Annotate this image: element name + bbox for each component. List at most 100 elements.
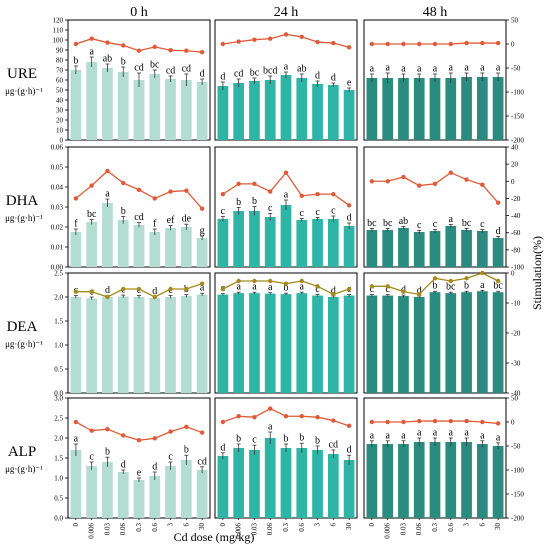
y2-tick-label: -20 — [511, 330, 521, 338]
stimulation-point — [89, 428, 94, 433]
y2-tick-label: -100 — [511, 467, 524, 475]
y-tick-label: 10 — [56, 127, 64, 135]
y-tick-label: 100 — [53, 37, 64, 45]
stimulation-point — [346, 423, 352, 429]
significance-letter: bc — [383, 218, 393, 229]
bar — [280, 448, 292, 518]
bar — [445, 226, 457, 267]
y2-tick-label: 0 — [511, 178, 515, 186]
panel: d cd bc bcd a abd d e — [214, 19, 358, 141]
stimulation-point — [121, 433, 126, 438]
significance-letter: b — [284, 283, 289, 294]
bar — [86, 62, 98, 140]
significance-letter: cd — [329, 440, 338, 451]
bar — [86, 298, 98, 393]
bar — [117, 220, 129, 267]
bar — [280, 205, 292, 267]
y-tick-label: 2.0 — [54, 435, 63, 443]
stimulation-point — [480, 419, 485, 425]
significance-letter: a — [433, 64, 438, 75]
significance-letter: ab — [297, 64, 306, 75]
y2-tick-label: -50 — [511, 443, 521, 451]
significance-letter: c — [252, 435, 257, 446]
stimulation-point — [369, 41, 375, 47]
significance-letter: c — [300, 208, 305, 219]
y2-tick-label: 50 — [511, 17, 519, 25]
y-tick-label: 70 — [56, 67, 64, 75]
x-tick-label: 0 — [368, 523, 376, 527]
stimulation-point — [432, 418, 438, 424]
stimulation-point — [331, 418, 336, 423]
significance-letter: f — [74, 219, 78, 230]
x-tick-label: 0.3 — [282, 523, 290, 532]
x-tick-label: 0.006 — [384, 523, 392, 539]
stimulation-point — [331, 40, 336, 46]
bar — [180, 296, 192, 393]
significance-letter: f — [153, 219, 157, 230]
y2-tick-label: 50 — [511, 395, 519, 403]
stimulation-point — [369, 284, 375, 289]
y2-tick-label: -30 — [511, 360, 521, 368]
bar — [461, 442, 472, 518]
bar — [296, 78, 308, 140]
bar — [196, 238, 208, 267]
stimulation-point — [252, 278, 257, 284]
significance-letter: a — [496, 63, 501, 74]
panel: db cab b b cd d0 0.006 0.03 0.06 0.3 0.6 3 6 30 — [214, 397, 358, 539]
stimulation-point — [315, 415, 320, 420]
stimulation-point — [480, 182, 485, 187]
significance-letter: cd — [134, 63, 143, 74]
y2-tick-label: -200 — [511, 137, 524, 145]
significance-letter: d — [105, 285, 110, 296]
significance-letter: bc — [462, 218, 472, 229]
significance-letter: b — [236, 197, 241, 208]
bar — [445, 78, 457, 140]
bar — [461, 77, 472, 140]
x-tick-label: 0.3 — [431, 523, 439, 532]
significance-letter: b — [73, 56, 78, 67]
x-tick-label: 3 — [167, 523, 175, 527]
stimulation-point — [136, 286, 142, 292]
stimulation-point — [168, 286, 173, 292]
bar — [296, 448, 308, 518]
bar — [398, 444, 409, 518]
y2-tick-label: -40 — [511, 212, 521, 220]
bar — [217, 456, 229, 518]
stimulation-point — [448, 170, 453, 175]
stimulation-point — [89, 36, 94, 41]
significance-letter: d — [347, 213, 352, 224]
stimulation-point — [464, 276, 469, 281]
significance-letter: cd — [134, 212, 143, 223]
bar — [382, 444, 394, 518]
bar — [445, 442, 457, 518]
stimulation-point — [105, 294, 110, 300]
significance-letter: c — [480, 219, 485, 230]
bar — [312, 450, 323, 518]
stimulation-point — [105, 168, 110, 174]
x-tick-label: 0 — [219, 523, 227, 527]
column-header: 0 h — [130, 5, 148, 20]
bar — [429, 78, 441, 140]
bar — [296, 220, 308, 267]
x-tick-label: 0.006 — [235, 523, 243, 539]
stimulation-point — [121, 180, 126, 186]
y-tick-label: 2.5 — [54, 415, 63, 423]
y2-tick-label: -60 — [511, 229, 521, 237]
stimulation-point — [417, 292, 422, 297]
significance-letter: a — [370, 64, 375, 75]
bar — [102, 203, 113, 267]
stimulation-point — [252, 181, 257, 187]
stimulation-point — [236, 414, 241, 419]
significance-letter: c — [315, 207, 320, 218]
stimulation-point — [121, 286, 126, 292]
significance-letter: b — [236, 434, 241, 445]
stimulation-point — [315, 191, 320, 197]
y2-tick-label: -100 — [511, 89, 524, 97]
bar — [249, 81, 260, 140]
y2-tick-label: -200 — [511, 515, 524, 523]
y-tick-label: 0.0 — [54, 515, 63, 523]
bar — [366, 295, 378, 393]
stimulation-point — [73, 196, 79, 201]
bar — [445, 293, 457, 393]
